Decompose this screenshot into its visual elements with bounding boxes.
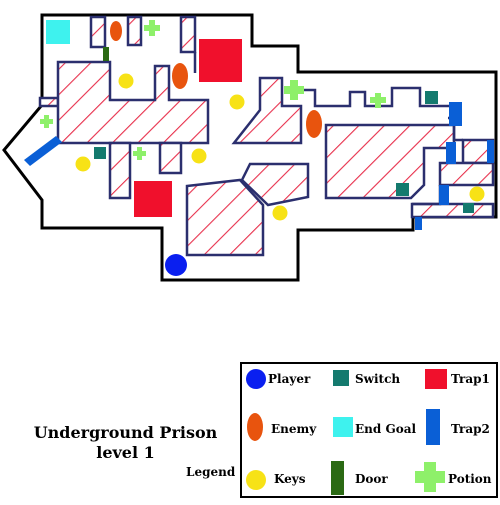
obstacle-block — [126, 15, 143, 47]
potion-cross — [40, 115, 53, 128]
switch-icon — [333, 370, 349, 386]
key-circle — [118, 73, 134, 89]
trap1-square — [134, 181, 172, 217]
obstacle-block — [108, 141, 132, 200]
trap2-bar — [449, 102, 462, 126]
switch-square — [396, 183, 409, 196]
potion-icon — [415, 462, 445, 492]
trap2-bar — [415, 217, 422, 230]
obstacle-block — [38, 96, 60, 108]
end-goal-square — [46, 20, 70, 44]
trap1-square — [199, 39, 242, 82]
obstacle-block — [438, 161, 495, 187]
obstacle-block — [240, 162, 310, 207]
legend-label-potion: Potion — [448, 472, 492, 486]
potion-cross — [144, 20, 160, 36]
enemy-oval — [306, 110, 322, 138]
enemy-oval — [172, 63, 188, 89]
legend-label-keys: Keys — [274, 472, 306, 486]
legend-label-trap2: Trap2 — [451, 422, 490, 436]
obstacle-block — [56, 60, 210, 145]
enemy-oval — [110, 21, 122, 41]
key-circle — [75, 156, 91, 172]
potion-cross — [370, 93, 386, 108]
switch-square — [425, 91, 438, 104]
potion-cross — [284, 80, 304, 100]
obstacle-block — [410, 202, 495, 219]
enemy-icon — [247, 413, 263, 441]
legend-label-door: Door — [355, 472, 388, 486]
level-title-number: level 1 — [96, 443, 155, 462]
legend-heading: Legend — [186, 465, 236, 479]
legend-icons — [246, 369, 447, 495]
obstacle-block — [179, 15, 197, 54]
trap1-icon — [425, 369, 447, 389]
door-icon — [331, 461, 344, 495]
level-title-name: Underground Prison — [33, 423, 218, 442]
key-circle — [191, 148, 207, 164]
trap2-bar — [446, 142, 456, 164]
player-icon — [246, 369, 266, 389]
obstacle-block — [231, 76, 303, 145]
legend-label-player: Player — [268, 372, 311, 386]
legend-label-switch: Switch — [355, 372, 401, 386]
obstacle-block — [185, 178, 265, 257]
legend-label-enemy: Enemy — [271, 422, 317, 436]
obstacle-block — [89, 15, 107, 49]
legend-label-trap1: Trap1 — [451, 372, 490, 386]
player-circle — [165, 254, 187, 276]
potion-cross — [133, 147, 146, 160]
level-title: Underground Prison level 1 — [18, 423, 233, 463]
trap2-bar — [487, 140, 494, 163]
key-circle — [272, 205, 288, 221]
key-icon — [246, 470, 266, 490]
legend-panel: Player Switch Trap1 Enemy End Goal Trap2… — [240, 362, 498, 498]
trap2-bar — [24, 136, 62, 166]
trap2-bar — [439, 185, 449, 205]
switch-square — [463, 203, 474, 213]
legend-label-end-goal: End Goal — [355, 422, 417, 436]
key-circle — [469, 186, 485, 202]
switch-square — [94, 147, 106, 159]
trap2-icon — [426, 409, 440, 445]
key-circle — [229, 94, 245, 110]
end-goal-icon — [333, 417, 353, 437]
obstacle-block — [158, 141, 183, 175]
door-bar — [103, 47, 109, 61]
inner-wall — [452, 125, 463, 142]
